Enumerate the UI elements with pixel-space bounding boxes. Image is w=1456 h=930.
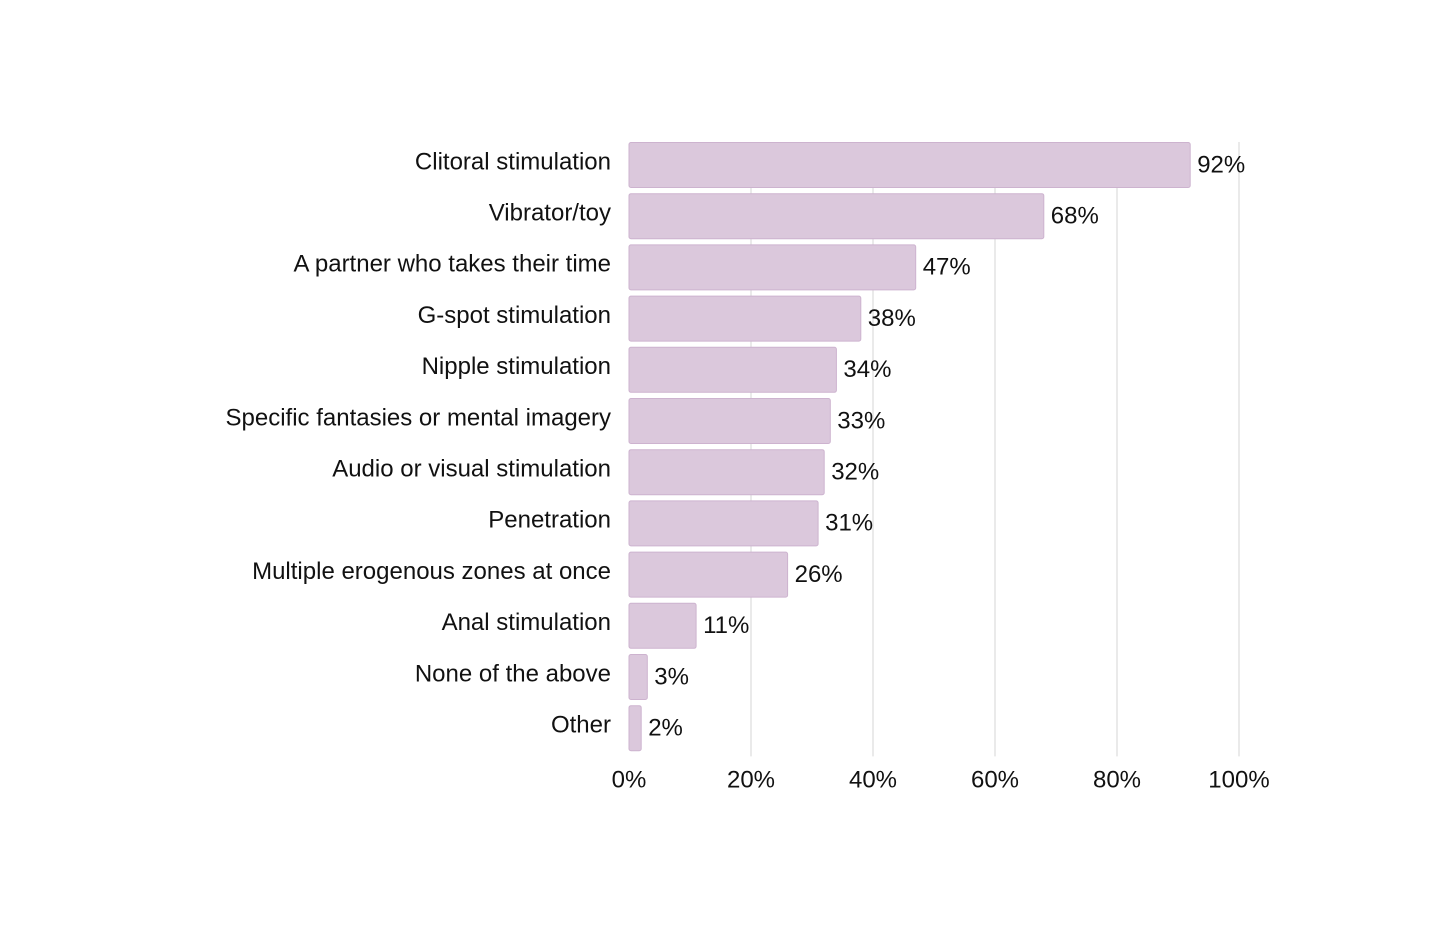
category-label: Audio or visual stimulation — [332, 456, 611, 483]
x-axis-ticks: 0% 20% 40% 60% 80% 100% — [612, 766, 1270, 793]
category-label: Other — [551, 712, 611, 739]
value-label: 92% — [1197, 151, 1245, 178]
value-label: 3% — [654, 663, 689, 690]
value-label: 2% — [648, 715, 683, 742]
category-label: Penetration — [488, 507, 611, 534]
category-label: Vibrator/toy — [489, 200, 611, 227]
bar-6 — [628, 449, 825, 496]
category-label: Anal stimulation — [442, 609, 611, 636]
category-label: Nipple stimulation — [422, 353, 611, 380]
bar-4 — [628, 346, 837, 393]
bar-0 — [628, 142, 1191, 188]
bar-2 — [628, 244, 917, 291]
value-label: 47% — [923, 254, 971, 281]
bar-3 — [628, 295, 862, 342]
bar-10 — [628, 654, 648, 700]
value-label: 34% — [843, 356, 891, 383]
bars — [628, 142, 1191, 752]
category-labels: Clitoral stimulation Vibrator/toy A partne… — [226, 148, 612, 738]
bar-9 — [628, 602, 697, 649]
x-tick-label: 80% — [1093, 766, 1141, 793]
value-label: 33% — [837, 407, 885, 434]
category-label: None of the above — [415, 660, 611, 687]
category-label: G-spot stimulation — [418, 302, 611, 329]
bar-7 — [628, 500, 819, 547]
value-labels: 92% 68% 47% 38% 34% 33% 32% 31% 26% 11% 3% 2% — [648, 151, 1245, 741]
value-label: 11% — [703, 612, 749, 639]
value-label: 38% — [868, 305, 916, 332]
category-label: Clitoral stimulation — [415, 148, 611, 175]
category-label: Specific fantasies or mental imagery — [226, 404, 612, 431]
bar-1 — [628, 193, 1045, 240]
x-tick-label: 40% — [849, 766, 897, 793]
x-tick-label: 20% — [727, 766, 775, 793]
bar-11 — [628, 705, 642, 752]
x-tick-label: 0% — [612, 766, 647, 793]
category-label: A partner who takes their time — [294, 251, 611, 278]
bar-8 — [628, 551, 789, 598]
value-label: 26% — [795, 561, 843, 588]
value-label: 31% — [825, 510, 873, 537]
x-tick-label: 100% — [1208, 766, 1269, 793]
value-label: 68% — [1051, 203, 1099, 230]
bar-5 — [628, 398, 831, 444]
category-label: Multiple erogenous zones at once — [252, 558, 611, 585]
value-label: 32% — [831, 459, 879, 486]
x-tick-label: 60% — [971, 766, 1019, 793]
